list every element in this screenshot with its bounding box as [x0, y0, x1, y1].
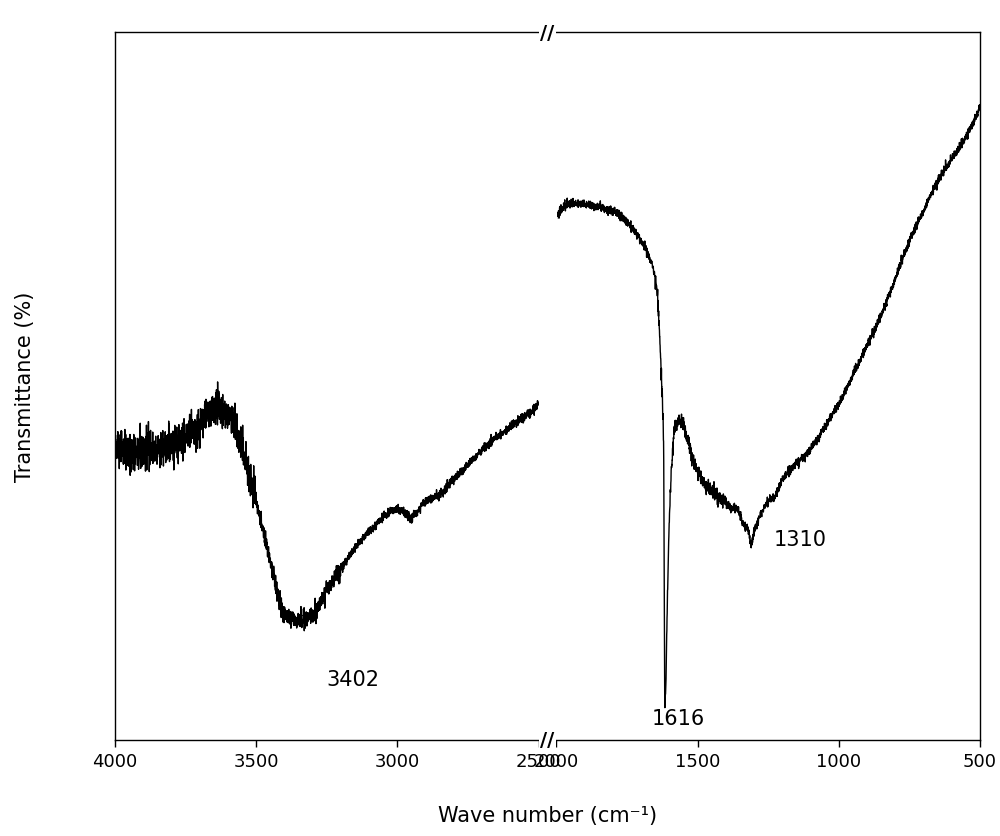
Text: 1310: 1310 [774, 529, 827, 549]
Text: 3402: 3402 [327, 669, 380, 689]
Text: //: // [540, 24, 555, 43]
Text: 1616: 1616 [651, 709, 705, 729]
Text: Transmittance (%): Transmittance (%) [15, 292, 35, 482]
Text: Wave number (cm⁻¹): Wave number (cm⁻¹) [438, 805, 657, 825]
Text: //: // [540, 731, 555, 749]
